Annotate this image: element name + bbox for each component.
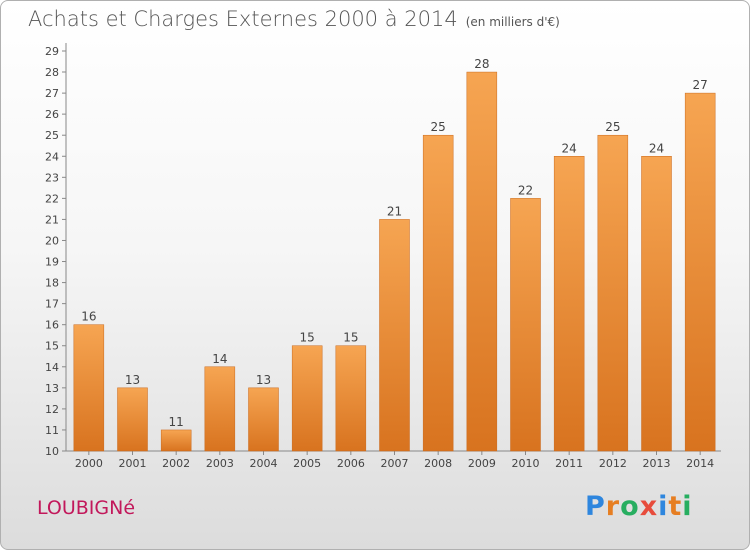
logo-letter: x xyxy=(639,491,659,522)
y-tick-label: 10 xyxy=(45,445,59,458)
y-tick-label: 22 xyxy=(45,192,59,205)
bar-value-label: 11 xyxy=(169,415,184,429)
y-tick-label: 26 xyxy=(45,108,59,121)
data-labels: 16 13 11 14 13 15 15 21 25 28 22 24 25 24 27 xyxy=(81,57,708,429)
bar xyxy=(379,219,410,452)
y-tick-label: 15 xyxy=(45,340,59,353)
logo-letter: r xyxy=(605,491,621,522)
y-tick-label: 13 xyxy=(45,382,59,395)
bar-value-label: 28 xyxy=(474,57,489,71)
x-tick-label: 2003 xyxy=(206,457,234,470)
bar-value-label: 27 xyxy=(693,78,708,92)
bar xyxy=(684,92,716,452)
x-tick-label: 2002 xyxy=(162,457,190,470)
x-tick-label: 2006 xyxy=(337,457,365,470)
y-tick-label: 14 xyxy=(45,361,59,374)
x-tick-label: 2013 xyxy=(643,457,671,470)
y-tick-label: 18 xyxy=(45,277,59,290)
bar-value-label: 21 xyxy=(387,204,402,218)
chart-title: Achats et Charges Externes 2000 à 2014 (e… xyxy=(28,7,560,31)
bar xyxy=(160,429,192,452)
bar-value-label: 24 xyxy=(649,141,664,155)
bar-value-label: 16 xyxy=(81,310,96,324)
bar xyxy=(641,156,672,452)
title-unit: (en milliers d'€) xyxy=(465,15,560,29)
logo-letter: i xyxy=(682,491,693,522)
bar-value-label: 25 xyxy=(605,120,620,134)
logo-letter: o xyxy=(620,491,640,522)
x-tick-label: 2011 xyxy=(555,457,583,470)
title-main: Achats et Charges Externes 2000 à 2014 xyxy=(28,7,458,31)
y-tick-label: 19 xyxy=(45,256,59,269)
x-tick-label: 2014 xyxy=(686,457,714,470)
bar xyxy=(204,366,236,452)
y-tick-label: 12 xyxy=(45,403,59,416)
x-tick-label: 2001 xyxy=(119,457,147,470)
bar-value-label: 14 xyxy=(212,352,227,366)
bars xyxy=(73,71,716,452)
bar-value-label: 22 xyxy=(518,183,533,197)
bar-value-label: 15 xyxy=(343,331,358,345)
x-tick-label: 2008 xyxy=(424,457,452,470)
bar xyxy=(466,71,498,452)
logo-letter: i xyxy=(658,491,669,522)
bar-value-label: 24 xyxy=(562,141,577,155)
x-tick-label: 2012 xyxy=(599,457,627,470)
bar-value-label: 13 xyxy=(256,373,271,387)
proxiti-logo: Proxiti xyxy=(585,491,693,522)
bar xyxy=(422,134,454,452)
y-tick-label: 24 xyxy=(45,150,59,163)
bar xyxy=(510,198,541,452)
x-tick-label: 2007 xyxy=(381,457,409,470)
bar xyxy=(553,156,585,452)
x-tick-label: 2005 xyxy=(293,457,321,470)
logo-letter: t xyxy=(668,491,683,522)
y-tick-label: 27 xyxy=(45,87,59,100)
y-tick-label: 23 xyxy=(45,171,59,184)
x-tick-label: 2010 xyxy=(512,457,540,470)
logo-letter: P xyxy=(585,491,606,522)
bar xyxy=(248,387,279,452)
bar xyxy=(291,345,323,452)
x-tick-label: 2004 xyxy=(250,457,278,470)
bar xyxy=(597,134,629,452)
x-tick-label: 2000 xyxy=(75,457,103,470)
y-tick-label: 21 xyxy=(45,213,59,226)
y-tick-label: 11 xyxy=(45,424,59,437)
bar xyxy=(73,324,105,452)
y-tick-label: 17 xyxy=(45,298,59,311)
bar-value-label: 13 xyxy=(125,373,140,387)
axes: 10 11 12 13 14 15 16 17 18 19 20 21 22 23 24 25 26 27 28 29… xyxy=(45,43,721,470)
bar-value-label: 15 xyxy=(300,331,315,345)
bar-value-label: 25 xyxy=(431,120,446,134)
y-tick-label: 29 xyxy=(45,45,59,58)
x-tick-label: 2009 xyxy=(468,457,496,470)
location-name: LOUBIGNé xyxy=(37,497,136,519)
y-tick-label: 28 xyxy=(45,66,59,79)
y-tick-label: 25 xyxy=(45,129,59,142)
y-tick-label: 20 xyxy=(45,234,59,247)
y-tick-label: 16 xyxy=(45,319,59,332)
bar xyxy=(117,387,148,452)
bar xyxy=(335,345,367,452)
